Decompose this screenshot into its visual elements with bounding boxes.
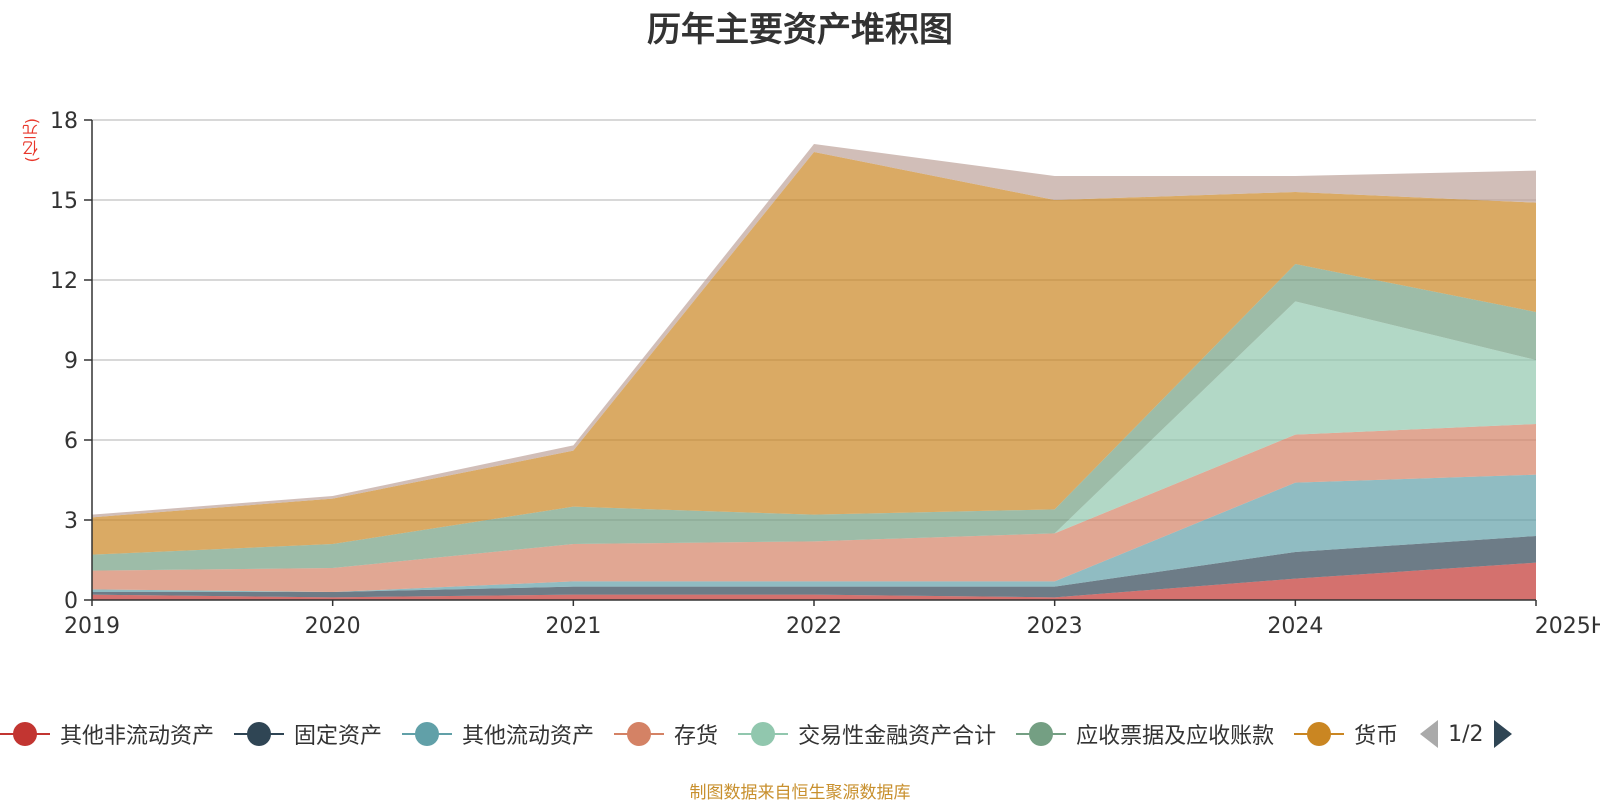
y-tick-label: 0 [64, 589, 78, 614]
x-tick-label: 2024 [1267, 614, 1323, 639]
legend-marker-icon [234, 720, 285, 748]
legend-marker-icon [402, 720, 453, 748]
area-series [92, 562, 1536, 600]
legend-next-page-icon[interactable] [1493, 720, 1512, 748]
chart-plot-area: 0 3 6 9 12 15 18 2019 2020 2021 2022 2023 2024 2025H1 [50, 109, 1600, 639]
legend-label: 交易性金融资产合计 [798, 724, 997, 749]
x-tick-label: 2020 [305, 614, 361, 639]
legend-label: 存货 [674, 724, 719, 749]
chart-title: 历年主要资产堆积图 [647, 10, 953, 50]
area-series [92, 536, 1536, 598]
legend-item[interactable]: 应收票据及应收账款 [1016, 718, 1274, 750]
legend-pager: 1/2 [1420, 720, 1512, 748]
x-tick-label: 2022 [786, 614, 842, 639]
legend-item[interactable]: 固定资产 [234, 718, 382, 750]
area-series [92, 474, 1536, 592]
area-series [92, 264, 1536, 571]
area-series [92, 144, 1536, 518]
x-tick-label: 2023 [1027, 614, 1083, 639]
legend-item[interactable]: 其他非流动资产 [0, 718, 214, 750]
legend-item[interactable]: 其他流动资产 [402, 718, 594, 750]
legend-label: 固定资产 [294, 724, 383, 749]
legend-item[interactable]: 货币 [1294, 718, 1398, 750]
y-tick-label: 3 [64, 509, 78, 534]
area-series [92, 152, 1536, 555]
y-tick-label: 6 [64, 429, 78, 454]
source-note: 制图数据来自恒生聚源数据库 [689, 783, 911, 800]
y-tick-label: 15 [50, 189, 78, 214]
legend-label: 货币 [1354, 724, 1399, 749]
legend-page-indicator: 1/2 [1448, 721, 1484, 747]
legend-item[interactable]: 交易性金融资产合计 [738, 718, 996, 750]
legend-marker-icon [614, 720, 665, 748]
y-tick-label: 9 [64, 349, 78, 374]
area-series [92, 424, 1536, 592]
legend-marker-icon [738, 720, 789, 748]
x-tick-label: 2019 [64, 614, 120, 639]
legend-label: 应收票据及应收账款 [1076, 724, 1275, 749]
y-tick-label: 12 [50, 269, 78, 294]
y-tick-label: 18 [50, 109, 78, 134]
legend-marker-icon [0, 720, 50, 748]
x-tick-label: 2025H1 [1535, 614, 1600, 639]
legend-item[interactable]: 存货 [614, 718, 718, 750]
legend-label: 其他非流动资产 [60, 724, 215, 749]
x-tick-label: 2021 [545, 614, 601, 639]
area-series [92, 301, 1536, 571]
legend-prev-page-icon[interactable] [1420, 720, 1439, 748]
legend-marker-icon [1016, 720, 1067, 748]
legend-marker-icon [1294, 720, 1345, 748]
legend-label: 其他流动资产 [462, 724, 595, 749]
legend: 其他非流动资产 固定资产 其他流动资产 存货 交易性金融资产合计 应收票据及应收账款 货币 … [0, 712, 1600, 756]
